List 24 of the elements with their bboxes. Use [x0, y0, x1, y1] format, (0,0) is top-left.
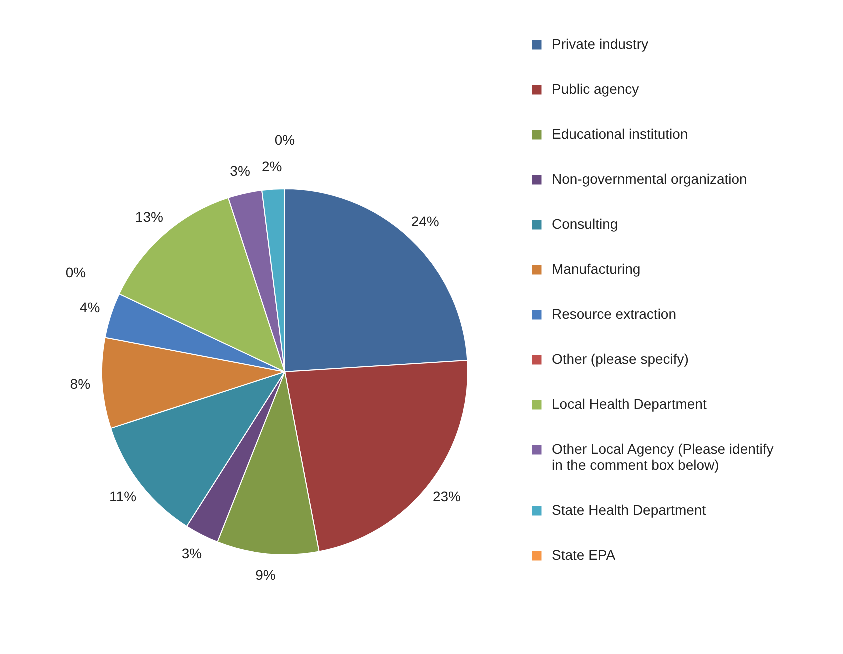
legend-label: Educational institution: [552, 126, 688, 142]
legend-label: State EPA: [552, 547, 616, 563]
data-label: 3%: [230, 162, 250, 179]
legend-label: Non-governmental organization: [552, 171, 748, 187]
text: 0%: [274, 132, 296, 148]
data-label: 8%: [70, 376, 91, 392]
legend-label: Local Health Department: [552, 396, 707, 412]
legend-label: Manufacturing: [552, 261, 641, 277]
legend-label: Private industry: [552, 36, 648, 52]
legend-label: Resource extraction: [552, 306, 677, 322]
data-label: 24%: [411, 214, 440, 230]
text: 0%: [66, 264, 86, 281]
data-label: 13%: [135, 209, 164, 226]
data-label: 4%: [80, 300, 100, 316]
data-label: 11%: [110, 488, 137, 505]
legend-label: Other (please specify): [552, 351, 689, 367]
data-label: 9%: [256, 567, 276, 584]
legend-label: Other Local Agency (Please identify in the comment box below): [552, 441, 774, 473]
data-label: 3%: [182, 546, 202, 562]
data-label: 23%: [432, 488, 461, 505]
data-label: 2%: [262, 158, 282, 174]
legend-label: State Health Department: [552, 502, 706, 518]
legend-label: Consulting: [552, 216, 618, 232]
legend-label: Public agency: [552, 81, 640, 97]
